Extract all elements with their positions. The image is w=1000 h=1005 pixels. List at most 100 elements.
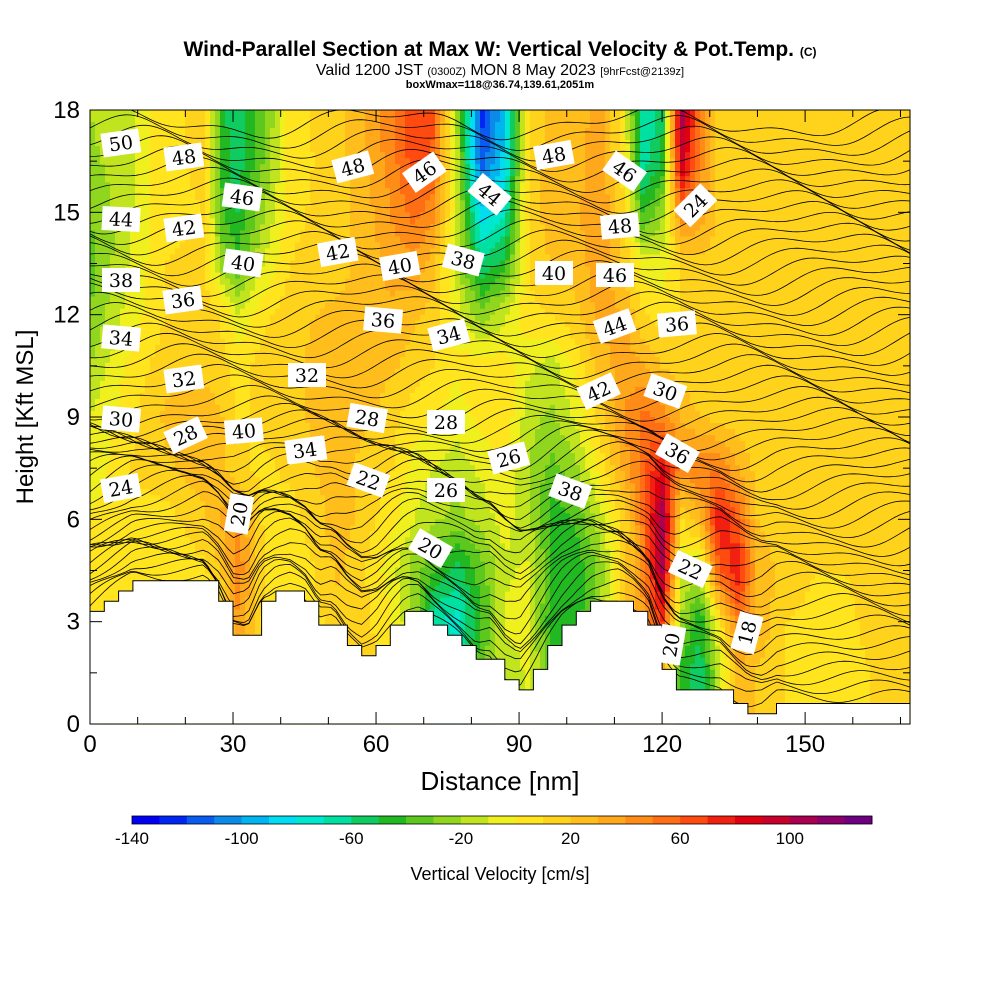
velocity-cell [215,170,221,177]
velocity-cell [895,176,901,183]
velocity-cell [870,152,876,159]
velocity-cell [95,188,101,195]
velocity-cell [505,128,511,135]
velocity-cell [285,182,291,189]
velocity-cell [820,122,826,129]
velocity-cell [890,170,896,177]
velocity-cell [125,110,131,117]
velocity-cell [325,284,331,292]
velocity-cell [670,164,676,171]
velocity-cell [710,266,716,274]
velocity-cell [255,158,261,165]
velocity-cell [675,176,681,183]
velocity-cell [875,260,881,268]
velocity-cell [650,176,656,183]
velocity-cell [305,134,311,141]
velocity-cell [815,260,821,268]
velocity-cell [110,260,116,268]
velocity-cell [735,254,741,262]
velocity-cell [755,116,761,123]
velocity-cell [250,230,256,238]
velocity-cell [170,128,176,135]
velocity-cell [835,284,841,292]
velocity-cell [500,164,506,171]
velocity-cell [655,206,661,213]
velocity-cell [635,122,641,129]
velocity-cell [595,254,601,262]
velocity-cell [410,290,416,298]
velocity-cell [165,128,171,135]
velocity-cell [565,218,571,225]
velocity-cell [240,116,246,123]
velocity-cell [835,170,841,177]
velocity-cell [790,266,796,274]
velocity-cell [410,116,416,123]
velocity-cell [575,110,581,117]
velocity-cell [900,176,906,183]
velocity-cell [370,236,376,244]
velocity-cell [440,278,446,286]
velocity-cell [495,164,501,171]
velocity-cell [620,206,626,213]
velocity-cell [170,200,176,207]
velocity-cell [400,212,406,219]
velocity-cell [450,122,456,129]
velocity-cell [205,284,211,292]
velocity-cell [645,122,651,129]
velocity-cell [285,170,291,177]
velocity-cell [215,248,221,256]
velocity-cell [380,236,386,244]
velocity-cell [740,260,746,268]
velocity-cell [590,146,596,153]
velocity-cell [420,134,426,141]
velocity-cell [515,260,521,268]
velocity-cell [655,140,661,147]
velocity-cell [695,134,701,141]
velocity-cell [140,200,146,207]
velocity-cell [845,152,851,159]
velocity-cell [790,212,796,219]
velocity-cell [875,224,881,231]
velocity-cell [435,182,441,189]
velocity-cell [515,110,521,117]
velocity-cell [380,128,386,135]
velocity-cell [90,290,96,298]
velocity-cell [495,176,501,183]
velocity-cell [610,248,616,256]
velocity-cell [525,224,531,231]
velocity-cell [775,194,781,201]
velocity-cell [240,128,246,135]
velocity-cell [830,122,836,129]
velocity-cell [450,188,456,195]
velocity-cell [730,110,736,117]
velocity-cell [485,272,491,280]
velocity-cell [765,284,771,292]
velocity-cell [515,122,521,129]
velocity-cell [845,122,851,129]
velocity-cell [705,116,711,123]
velocity-cell [885,110,891,117]
velocity-cell [290,212,296,219]
velocity-cell [435,272,441,280]
velocity-cell [410,128,416,135]
velocity-cell [745,128,751,135]
velocity-cell [605,110,611,117]
velocity-cell [410,206,416,213]
velocity-cell [510,182,516,189]
velocity-cell [495,128,501,135]
velocity-cell [305,158,311,165]
velocity-cell [845,200,851,207]
velocity-cell [285,140,291,147]
velocity-cell [755,248,761,256]
velocity-cell [815,242,821,250]
velocity-cell [680,152,686,159]
velocity-cell [210,116,216,123]
velocity-cell [570,128,576,135]
velocity-cell [190,188,196,195]
velocity-cell [530,152,536,159]
velocity-cell [850,170,856,177]
velocity-cell [765,176,771,183]
velocity-cell [340,206,346,213]
velocity-cell [895,194,901,201]
velocity-cell [655,122,661,129]
